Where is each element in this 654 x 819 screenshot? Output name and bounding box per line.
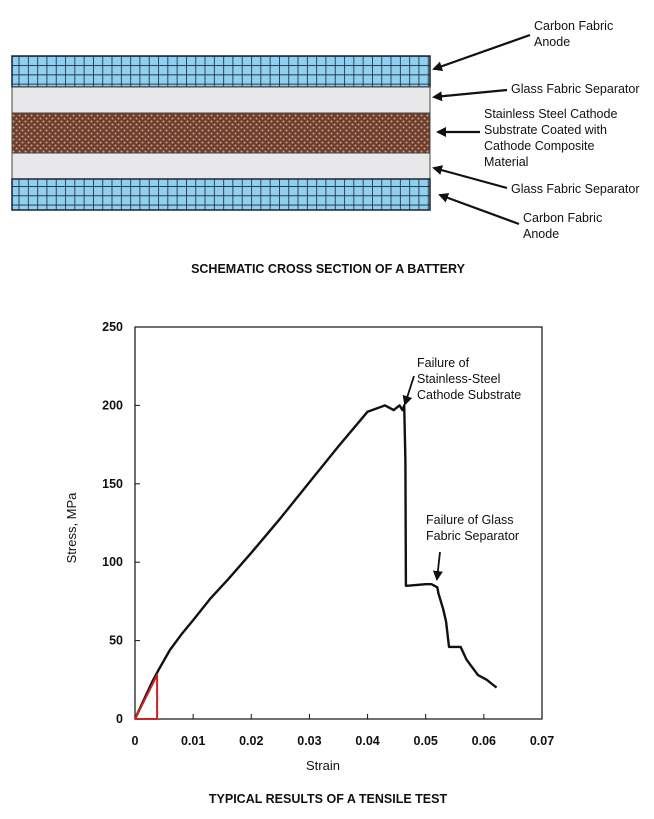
y-axis-ticks: 0 50 100 150 200 250 [102, 320, 140, 726]
schematic-caption: SCHEMATIC CROSS SECTION OF A BATTERY [191, 262, 466, 276]
label-anode-top: Carbon Fabric Anode [534, 19, 617, 49]
glass-fabric-separator-top-layer [11, 86, 431, 114]
x-tick-label: 0 [132, 734, 139, 748]
y-tick-label: 150 [102, 477, 123, 491]
arrow-anode-top [432, 33, 531, 72]
label-separator-bottom: Glass Fabric Separator [511, 182, 640, 196]
y-tick-label: 200 [102, 398, 123, 412]
leader-arrows [432, 33, 531, 226]
annotation-separator-failure: Failure of Glass Fabric Separator [426, 513, 519, 543]
carbon-fabric-anode-top-layer [11, 55, 431, 88]
x-tick-label: 0.01 [181, 734, 205, 748]
y-tick-label: 250 [102, 320, 123, 334]
x-tick-label: 0.07 [530, 734, 554, 748]
cathode-layer [11, 112, 431, 154]
glass-fabric-separator-bottom-layer [11, 152, 431, 180]
x-axis-label: Strain [306, 758, 340, 773]
tensile-chart: 0 50 100 150 200 250 0 0.01 0.02 0.03 0.04 0.05 0.0… [64, 320, 554, 773]
chart-series [133, 404, 498, 720]
x-tick-label: 0.03 [297, 734, 321, 748]
label-cathode: Stainless Steel Cathode Substrate Coated… [484, 107, 621, 169]
stress-strain-line [133, 404, 498, 720]
label-separator-top: Glass Fabric Separator [511, 82, 640, 96]
annotation-cathode-failure: Failure of Stainless-Steel Cathode Subst… [417, 356, 521, 402]
arrow-separator-bottom [432, 165, 508, 190]
battery-schematic [11, 55, 431, 211]
y-tick-label: 50 [109, 634, 123, 648]
chart-caption: TYPICAL RESULTS OF A TENSILE TEST [209, 792, 448, 806]
y-tick-label: 100 [102, 555, 123, 569]
x-tick-label: 0.06 [472, 734, 496, 748]
carbon-fabric-anode-bottom-layer [11, 178, 431, 211]
y-tick-label: 0 [116, 712, 123, 726]
annotation-arrow-cathode-failure [402, 375, 415, 406]
label-anode-bottom: Carbon Fabric Anode [523, 211, 606, 241]
layer-labels: Carbon Fabric Anode Glass Fabric Separat… [484, 19, 640, 241]
y-axis-label: Stress, MPa [64, 492, 79, 564]
arrow-separator-top [432, 88, 508, 102]
x-tick-label: 0.02 [239, 734, 263, 748]
arrow-anode-bottom [438, 193, 520, 226]
annotation-arrow-separator-failure [432, 551, 443, 581]
slope-triangle-line [134, 674, 159, 720]
x-tick-label: 0.05 [414, 734, 438, 748]
x-tick-label: 0.04 [355, 734, 379, 748]
plot-frame [134, 326, 543, 720]
